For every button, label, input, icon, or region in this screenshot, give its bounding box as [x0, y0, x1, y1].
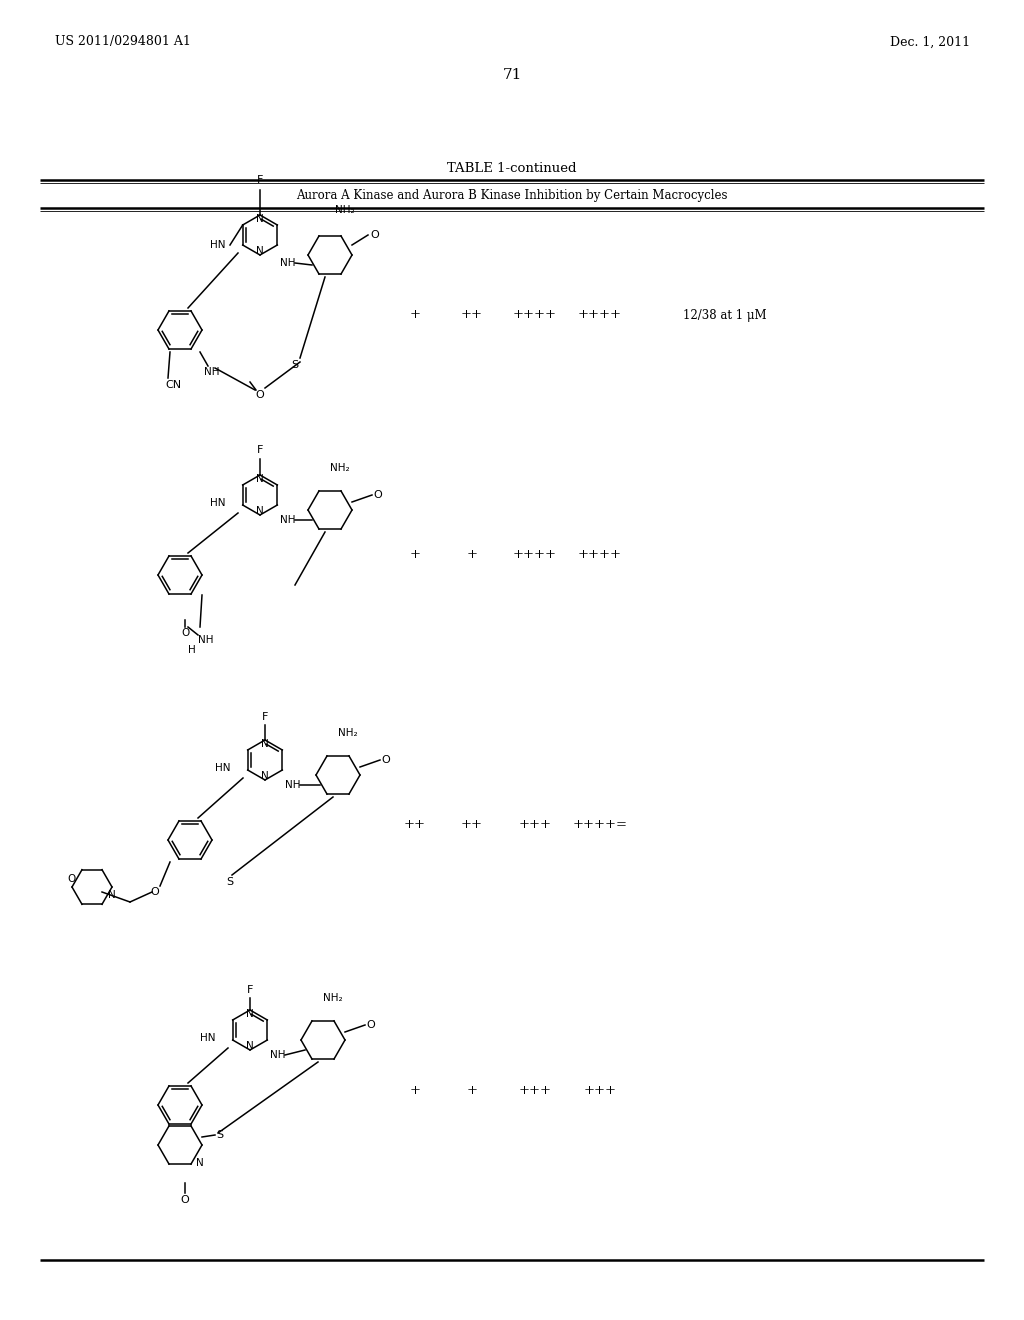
Text: H: H	[188, 645, 196, 655]
Text: +: +	[410, 309, 421, 322]
Text: +++: +++	[584, 1084, 616, 1097]
Text: HN: HN	[210, 498, 225, 508]
Text: HN: HN	[201, 1034, 216, 1043]
Text: N: N	[256, 506, 264, 516]
Text: N: N	[246, 1008, 254, 1019]
Text: NH: NH	[270, 1049, 286, 1060]
Text: ++++=: ++++=	[572, 818, 628, 832]
Text: ++++: ++++	[578, 309, 622, 322]
Text: N: N	[261, 739, 269, 748]
Text: S: S	[292, 360, 299, 370]
Text: N: N	[256, 246, 264, 256]
Text: F: F	[247, 985, 253, 995]
Text: Dec. 1, 2011: Dec. 1, 2011	[890, 36, 970, 49]
Text: O: O	[68, 874, 76, 884]
Text: O: O	[180, 1195, 189, 1205]
Text: O: O	[371, 230, 379, 240]
Text: S: S	[226, 876, 233, 887]
Text: TABLE 1-continued: TABLE 1-continued	[447, 161, 577, 174]
Text: F: F	[262, 711, 268, 722]
Text: NH₂: NH₂	[330, 463, 350, 473]
Text: O: O	[382, 755, 390, 766]
Text: NH: NH	[286, 780, 301, 789]
Text: N: N	[109, 890, 116, 900]
Text: US 2011/0294801 A1: US 2011/0294801 A1	[55, 36, 190, 49]
Text: HN: HN	[215, 763, 230, 774]
Text: CN: CN	[165, 380, 181, 389]
Text: F: F	[257, 445, 263, 455]
Text: ++++: ++++	[513, 549, 557, 561]
Text: NH: NH	[281, 257, 296, 268]
Text: NH: NH	[199, 635, 214, 645]
Text: NH₂: NH₂	[338, 729, 357, 738]
Text: O: O	[367, 1020, 376, 1030]
Text: F: F	[257, 176, 263, 185]
Text: O: O	[151, 887, 160, 898]
Text: ++: ++	[461, 309, 483, 322]
Text: O: O	[374, 490, 382, 500]
Text: N: N	[246, 1041, 254, 1051]
Text: ++: ++	[461, 818, 483, 832]
Text: NH: NH	[281, 515, 296, 525]
Text: N: N	[256, 474, 264, 484]
Text: +: +	[467, 1084, 477, 1097]
Text: 71: 71	[503, 69, 521, 82]
Text: S: S	[216, 1130, 223, 1140]
Text: +: +	[410, 1084, 421, 1097]
Text: 12/38 at 1 μM: 12/38 at 1 μM	[683, 309, 767, 322]
Text: NH₂: NH₂	[335, 205, 354, 215]
Text: HN: HN	[210, 240, 225, 249]
Text: ++++: ++++	[578, 549, 622, 561]
Text: ++++: ++++	[513, 309, 557, 322]
Text: N: N	[261, 771, 269, 781]
Text: NH₂: NH₂	[324, 993, 343, 1003]
Text: +++: +++	[518, 1084, 552, 1097]
Text: ++: ++	[404, 818, 426, 832]
Text: O: O	[181, 628, 189, 638]
Text: +: +	[467, 549, 477, 561]
Text: +++: +++	[518, 818, 552, 832]
Text: NH: NH	[204, 367, 220, 378]
Text: N: N	[197, 1158, 204, 1168]
Text: +: +	[410, 549, 421, 561]
Text: N: N	[256, 214, 264, 224]
Text: O: O	[256, 389, 264, 400]
Text: Aurora A Kinase and Aurora B Kinase Inhibition by Certain Macrocycles: Aurora A Kinase and Aurora B Kinase Inhi…	[296, 190, 728, 202]
